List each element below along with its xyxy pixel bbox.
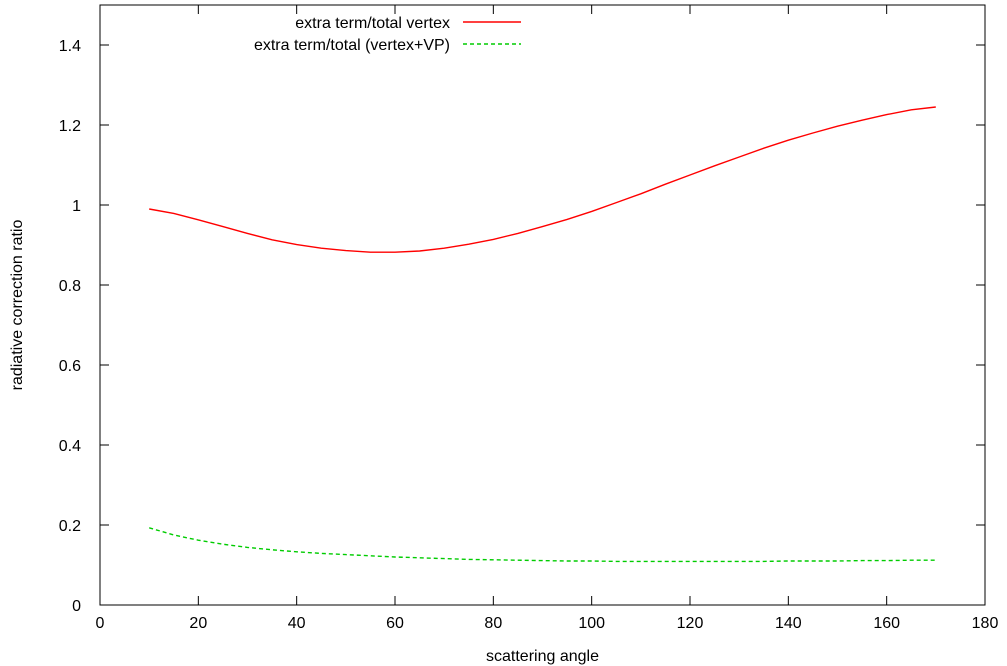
y-tick-label: 1 <box>72 198 81 215</box>
series-line-1 <box>149 106 936 253</box>
y-tick-label: 1.2 <box>59 118 81 135</box>
legend-label-1: extra term/total vertex <box>295 15 450 32</box>
x-tick-label: 120 <box>677 615 704 632</box>
x-tick-label: 160 <box>873 615 900 632</box>
y-tick-label: 0 <box>72 598 81 615</box>
y-tick-label: 0.4 <box>59 438 81 455</box>
series-layer <box>149 106 936 563</box>
y-tick-label: 1.4 <box>59 38 81 55</box>
x-tick-label: 60 <box>386 615 404 632</box>
x-tick-label: 140 <box>775 615 802 632</box>
axis-ticks: 0 20 40 60 80 100 120 140 160 180 0 0.2 0.4 0.6 0.8 1 1.… <box>59 5 999 632</box>
legend: extra term/total vertex extra term/total … <box>254 15 521 54</box>
y-axis-title: radiative correction ratio <box>9 220 26 391</box>
plot-frame <box>99 4 986 606</box>
y-tick-label: 0.2 <box>59 518 81 535</box>
x-tick-label: 40 <box>288 615 306 632</box>
x-tick-label: 0 <box>96 615 105 632</box>
y-tick-label: 0.6 <box>59 358 81 375</box>
x-axis-title: scattering angle <box>486 648 599 665</box>
x-tick-label: 180 <box>972 615 999 632</box>
x-tick-label: 80 <box>484 615 502 632</box>
x-tick-label: 20 <box>189 615 207 632</box>
legend-label-2: extra term/total (vertex+VP) <box>254 37 450 54</box>
x-tick-label: 100 <box>578 615 605 632</box>
y-tick-label: 0.8 <box>59 278 81 295</box>
series-line-2 <box>149 527 936 563</box>
